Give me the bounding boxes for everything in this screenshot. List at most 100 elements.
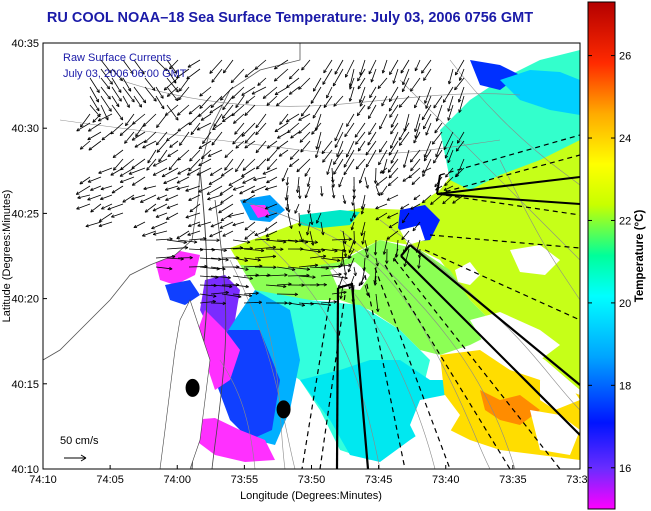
current-vector-arrow [414, 95, 421, 109]
current-vector-arrow [381, 59, 388, 74]
current-vector-arrow [306, 221, 311, 236]
current-vector-arrow [232, 239, 251, 244]
current-vector-arrow [177, 86, 190, 101]
current-vector-arrow [409, 149, 421, 163]
current-vector-arrow [111, 68, 123, 82]
current-vector-arrow [443, 131, 454, 151]
current-vector-arrow [251, 86, 267, 95]
current-vector-arrow [151, 221, 168, 230]
current-vector-arrow [343, 158, 355, 176]
current-vector-arrow [288, 86, 300, 95]
current-vector-arrow [389, 104, 399, 118]
current-vector-arrow [410, 203, 421, 210]
current-vector-arrow [360, 203, 366, 215]
current-vector-arrow [413, 194, 421, 201]
current-vector-arrow [298, 248, 322, 254]
current-vector-arrow [244, 131, 256, 144]
map-plot-area: Raw Surface Currents July 03, 2006 06:00… [43, 43, 580, 469]
current-vector-arrow [388, 95, 399, 112]
current-vector-arrow [133, 86, 147, 104]
current-vector-arrow [254, 59, 267, 70]
current-vector-arrow [331, 255, 352, 259]
current-vector-arrow [222, 59, 234, 74]
current-vector-arrow [331, 237, 352, 241]
current-vector-arrow [309, 212, 314, 226]
current-vector-arrow [166, 86, 179, 97]
current-vector-arrow [289, 158, 300, 168]
current-vector-arrow [85, 221, 102, 228]
current-vector-arrow [402, 68, 410, 86]
current-vector-arrow [176, 104, 190, 116]
current-vector-arrow [412, 221, 421, 232]
current-vector-arrow [358, 275, 366, 287]
current-vector-arrow [80, 113, 91, 128]
current-vector-arrow [388, 167, 399, 179]
current-vector-arrow [100, 59, 112, 74]
current-vector-arrow [364, 176, 369, 189]
current-vector-arrow [76, 122, 91, 132]
current-vector-arrow [188, 158, 201, 172]
current-vector-arrow [133, 221, 146, 229]
current-vector-arrow [166, 77, 179, 93]
current-vector-arrow [402, 149, 410, 168]
current-vector-arrow [199, 95, 212, 109]
current-vector-arrow [421, 104, 432, 121]
current-vector-arrow [250, 185, 267, 193]
current-vector-arrow [87, 122, 102, 132]
current-vector-arrow [176, 185, 190, 191]
current-vector-arrow [262, 86, 278, 99]
current-vector-arrow [274, 122, 289, 133]
page-title: RU COOL NOAA–18 Sea Surface Temperature:… [46, 10, 534, 26]
current-vector-arrow [218, 203, 234, 214]
current-vector-arrow [275, 95, 289, 107]
current-vector-arrow [202, 131, 212, 145]
current-vector-arrow [350, 221, 355, 231]
current-vector-arrow [152, 167, 168, 176]
current-vector-arrow [382, 239, 388, 255]
current-vector-arrow [87, 194, 102, 201]
current-vector-arrow [380, 185, 388, 196]
current-vector-arrow [209, 230, 223, 238]
current-vector-arrow [197, 221, 212, 227]
current-vector-arrow [232, 284, 249, 289]
current-vector-arrow [198, 158, 212, 167]
current-vector-arrow [111, 212, 124, 218]
current-vector-arrow [155, 255, 176, 259]
current-vector-arrow [131, 176, 146, 186]
current-vector-arrow [200, 113, 212, 121]
current-vector-arrow [211, 68, 223, 83]
current-vector-arrow [264, 185, 278, 191]
current-vector-arrow [242, 158, 256, 171]
x-tick-label: 74:10 [29, 474, 57, 486]
current-vector-arrow [435, 104, 443, 122]
current-vector-arrow [210, 290, 229, 295]
current-vector-arrow [368, 122, 377, 136]
current-vector-arrow [307, 203, 311, 214]
current-vector-arrow [298, 263, 319, 268]
current-vector-arrow [315, 131, 322, 150]
current-vector-arrow [447, 104, 454, 121]
current-vector-arrow [75, 185, 91, 195]
current-vector-arrow [210, 301, 226, 306]
current-vector-arrow [87, 176, 102, 183]
current-vector-arrow [386, 194, 399, 201]
current-vector-arrow [346, 113, 355, 127]
current-vector-arrow [322, 68, 333, 85]
current-vector-arrow [168, 158, 179, 171]
current-vector-arrow [379, 167, 388, 174]
current-vector-arrow [456, 131, 465, 144]
current-vector-arrow [447, 149, 454, 164]
current-vector-arrow [312, 77, 322, 92]
current-vector-arrow [447, 68, 454, 85]
current-vector-arrow [309, 282, 327, 287]
current-vector-arrow [166, 86, 179, 102]
current-vector-arrow [200, 149, 212, 160]
current-vector-arrow [122, 59, 134, 75]
current-vector-arrow [142, 140, 157, 149]
current-vector-arrow [357, 77, 366, 90]
current-vector-arrow [447, 95, 454, 112]
current-vector-arrow [390, 122, 399, 135]
current-vector-arrow [122, 86, 135, 103]
current-vector-arrow [423, 149, 432, 162]
